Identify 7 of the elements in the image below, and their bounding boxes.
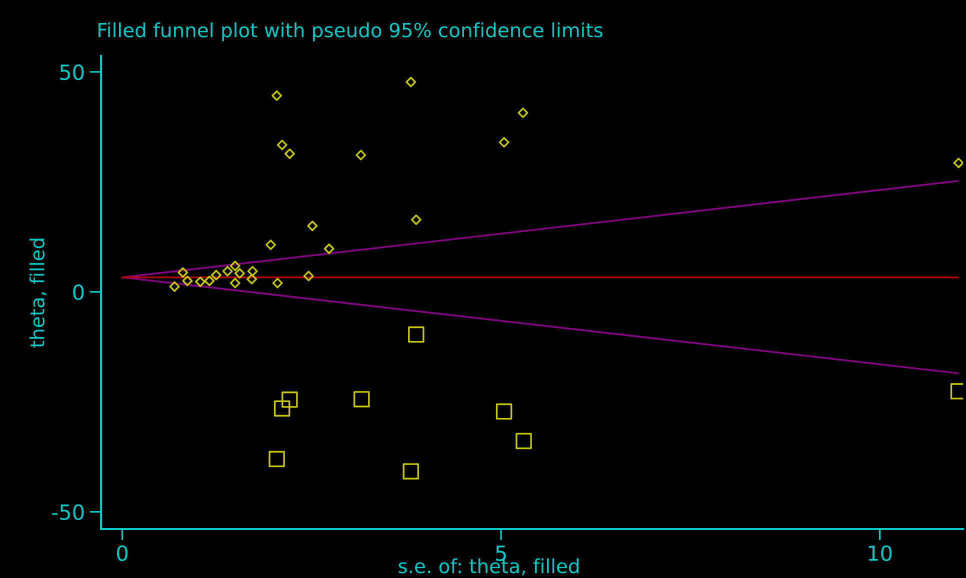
x-tick-label: 10 (868, 545, 892, 562)
y-tick-label: -50 (52, 504, 84, 520)
x-tick-label: 0 (117, 545, 128, 562)
y-axis-title: theta, filled (29, 238, 46, 348)
chart-title: Filled funnel plot with pseudo 95% confidence limits (98, 22, 602, 42)
y-tick-label: 0 (73, 284, 84, 300)
y-tick-label: 50 (60, 64, 84, 80)
